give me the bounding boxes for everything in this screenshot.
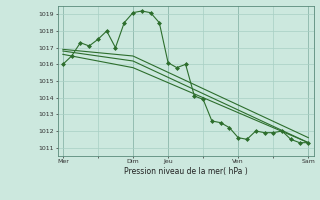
X-axis label: Pression niveau de la mer( hPa ): Pression niveau de la mer( hPa ) <box>124 167 247 176</box>
